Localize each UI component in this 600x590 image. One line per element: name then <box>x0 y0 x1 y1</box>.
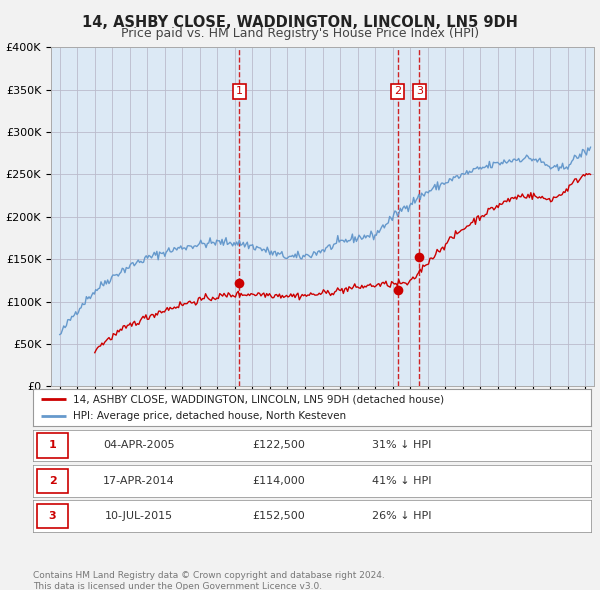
Text: 14, ASHBY CLOSE, WADDINGTON, LINCOLN, LN5 9DH (detached house): 14, ASHBY CLOSE, WADDINGTON, LINCOLN, LN… <box>73 394 445 404</box>
Text: 3: 3 <box>416 86 423 96</box>
Text: 26% ↓ HPI: 26% ↓ HPI <box>371 512 431 521</box>
Text: Contains HM Land Registry data © Crown copyright and database right 2024.
This d: Contains HM Land Registry data © Crown c… <box>33 571 385 590</box>
FancyBboxPatch shape <box>37 504 68 529</box>
FancyBboxPatch shape <box>37 433 68 458</box>
Text: £114,000: £114,000 <box>252 476 305 486</box>
Text: Price paid vs. HM Land Registry's House Price Index (HPI): Price paid vs. HM Land Registry's House … <box>121 27 479 40</box>
Text: 14, ASHBY CLOSE, WADDINGTON, LINCOLN, LN5 9DH: 14, ASHBY CLOSE, WADDINGTON, LINCOLN, LN… <box>82 15 518 30</box>
FancyBboxPatch shape <box>37 468 68 493</box>
Text: 10-JUL-2015: 10-JUL-2015 <box>105 512 173 521</box>
Text: 2: 2 <box>49 476 56 486</box>
Text: £152,500: £152,500 <box>252 512 305 521</box>
Text: 17-APR-2014: 17-APR-2014 <box>103 476 175 486</box>
Text: 2: 2 <box>394 86 401 96</box>
Text: £122,500: £122,500 <box>252 441 305 450</box>
Text: 3: 3 <box>49 512 56 521</box>
Text: HPI: Average price, detached house, North Kesteven: HPI: Average price, detached house, Nort… <box>73 411 346 421</box>
Text: 04-APR-2005: 04-APR-2005 <box>103 441 175 450</box>
Text: 31% ↓ HPI: 31% ↓ HPI <box>371 441 431 450</box>
Text: 41% ↓ HPI: 41% ↓ HPI <box>371 476 431 486</box>
Text: 1: 1 <box>49 441 56 450</box>
Text: 1: 1 <box>236 86 243 96</box>
